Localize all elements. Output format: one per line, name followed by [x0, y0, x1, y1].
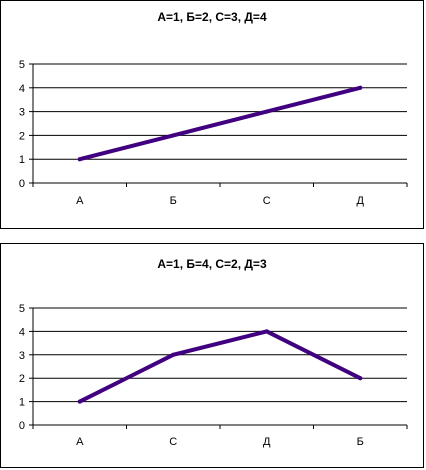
y-tick-label: 5 — [19, 59, 25, 71]
chart-panel-1: А=1, Б=2, С=3, Д=4 0 1 2 3 4 5 А Б С Д — [0, 0, 424, 229]
x-tick-label: А — [76, 436, 84, 448]
data-point — [358, 376, 363, 381]
chart-panel-2: А=1, Б=4, С=2, Д=3 0 1 2 3 4 5 А С Д Б — [0, 243, 424, 468]
x-tick-label: А — [76, 195, 84, 207]
series-line — [77, 329, 363, 404]
y-tick-label: 2 — [19, 130, 25, 142]
data-point — [358, 85, 363, 90]
plot-area-1: 0 1 2 3 4 5 А Б С Д — [19, 59, 408, 207]
data-point — [171, 352, 176, 357]
series-line — [77, 85, 363, 162]
y-tick-label: 4 — [19, 83, 25, 95]
x-tick-label: С — [169, 436, 177, 448]
chart-title: А=1, Б=2, С=3, Д=4 — [157, 10, 267, 24]
x-tick-label: С — [263, 195, 271, 207]
y-tick-label: 2 — [19, 373, 25, 385]
y-tick-label: 3 — [19, 350, 25, 362]
data-point — [77, 157, 82, 162]
data-point — [264, 329, 269, 334]
plot-area-2: 0 1 2 3 4 5 А С Д Б — [19, 303, 408, 448]
x-tick-label: Б — [357, 436, 364, 448]
y-tick-label: 4 — [19, 326, 25, 338]
y-tick-label: 1 — [19, 397, 25, 409]
x-tick-label: Д — [263, 436, 271, 448]
chart-title: А=1, Б=4, С=2, Д=3 — [157, 257, 267, 271]
y-tick-label: 1 — [19, 154, 25, 166]
y-tick-label: 5 — [19, 303, 25, 315]
y-tick-label: 3 — [19, 107, 25, 119]
x-tick-label: Б — [170, 195, 177, 207]
y-tick-label: 0 — [19, 420, 25, 432]
data-point — [171, 133, 176, 138]
x-tick-label: Д — [357, 195, 365, 207]
data-point — [264, 109, 269, 114]
data-point — [77, 399, 82, 404]
y-tick-label: 0 — [19, 178, 25, 190]
